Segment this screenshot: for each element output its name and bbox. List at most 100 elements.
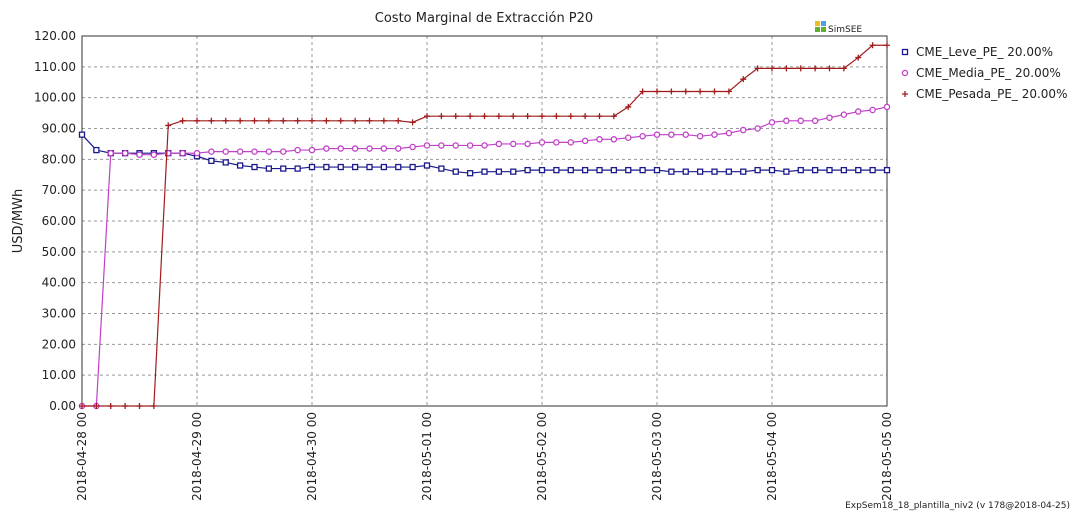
data-point: [466, 170, 474, 177]
data-point: [208, 117, 215, 124]
x-tick-label: 2018-05-03 00: [650, 412, 664, 501]
data-point: [740, 76, 747, 83]
data-point: [883, 103, 891, 111]
data-point: [136, 151, 143, 158]
data-point: [351, 145, 359, 152]
data-point: [179, 149, 186, 157]
series-line: [82, 44, 887, 407]
data-point: [567, 113, 574, 120]
data-point: [150, 403, 157, 409]
series-line: [81, 134, 887, 174]
data-point: [265, 148, 273, 155]
y-tick-label: 70.00: [42, 183, 76, 197]
data-point: [409, 143, 416, 151]
data-point: [279, 148, 287, 155]
data-point: [251, 148, 258, 155]
data-point: [797, 117, 805, 125]
data-point: [610, 113, 617, 120]
data-point: [452, 113, 459, 120]
data-point: [452, 142, 459, 149]
y-tick-label: 20.00: [42, 337, 76, 351]
data-point: [280, 165, 287, 172]
data-point: [409, 163, 416, 171]
y-axis-label: USD/MWh: [11, 189, 26, 253]
data-point: [768, 119, 776, 126]
data-point: [481, 113, 488, 120]
y-tick-label: 60.00: [42, 214, 76, 228]
data-point: [668, 88, 675, 95]
chart-title: Costo Marginal de Extracción P20: [375, 11, 593, 26]
data-point: [696, 132, 704, 140]
data-point: [93, 146, 100, 154]
legend-label: CME_Pesada_PE_ 20.00%: [916, 87, 1067, 101]
data-point: [754, 166, 761, 174]
data-point: [179, 117, 186, 124]
x-tick-label: 2018-05-01 00: [420, 412, 434, 501]
data-point: [625, 103, 632, 110]
data-point: [610, 166, 618, 174]
data-point: [682, 168, 689, 175]
data-point: [855, 54, 862, 61]
data-point: [653, 166, 661, 174]
data-point: [610, 136, 618, 143]
data-point: [754, 125, 761, 132]
y-tick-label: 100.00: [34, 91, 76, 105]
data-point: [524, 166, 531, 174]
data-point: [840, 111, 848, 118]
data-point: [754, 65, 761, 72]
data-point: [855, 166, 862, 174]
legend-label: CME_Media_PE_ 20.00%: [916, 66, 1061, 80]
data-point: [553, 139, 560, 146]
data-point: [625, 166, 632, 174]
y-tick-label: 10.00: [42, 368, 76, 382]
data-point: [697, 88, 704, 95]
data-point: [869, 106, 876, 114]
data-point: [438, 165, 445, 172]
data-point: [366, 117, 373, 124]
data-point: [337, 145, 344, 152]
data-point: [107, 403, 114, 409]
y-tick-label: 110.00: [34, 60, 76, 74]
y-tick-label: 90.00: [42, 122, 76, 136]
y-tick-label: 30.00: [42, 307, 76, 321]
x-tick-label: 2018-05-04 00: [765, 412, 779, 501]
data-point: [510, 113, 517, 120]
plot-frame: [81, 35, 888, 407]
data-point: [840, 166, 848, 174]
data-point: [740, 126, 747, 134]
data-point: [222, 159, 229, 166]
data-point: [352, 117, 359, 124]
data-point: [668, 131, 675, 138]
data-point: [668, 168, 675, 175]
data-point: [280, 117, 287, 124]
data-point: [524, 140, 531, 148]
x-tick-label: 2018-04-28 00: [75, 412, 89, 501]
data-point: [581, 137, 589, 145]
data-point: [725, 129, 733, 137]
data-point: [826, 65, 833, 72]
data-point: [466, 142, 474, 149]
data-point: [495, 168, 503, 175]
data-point: [438, 142, 445, 149]
data-point: [883, 166, 891, 174]
series-line: [82, 106, 888, 407]
data-point: [294, 165, 301, 172]
data-point: [222, 117, 229, 124]
data-point: [423, 162, 431, 169]
data-point: [797, 65, 804, 72]
data-point: [308, 146, 316, 154]
data-point: [653, 131, 661, 138]
data-point: [539, 113, 545, 120]
logo-text: SimSEE: [828, 25, 862, 35]
data-point: [840, 65, 847, 72]
data-point: [581, 166, 589, 174]
data-point: [208, 157, 215, 165]
data-point: [654, 88, 660, 95]
data-point: [639, 166, 646, 174]
data-point: [380, 163, 388, 171]
data-point: [582, 113, 589, 120]
data-point: [265, 117, 272, 124]
data-point: [811, 166, 819, 174]
data-point: [121, 149, 129, 157]
x-tick-label: 2018-05-02 00: [535, 412, 549, 501]
